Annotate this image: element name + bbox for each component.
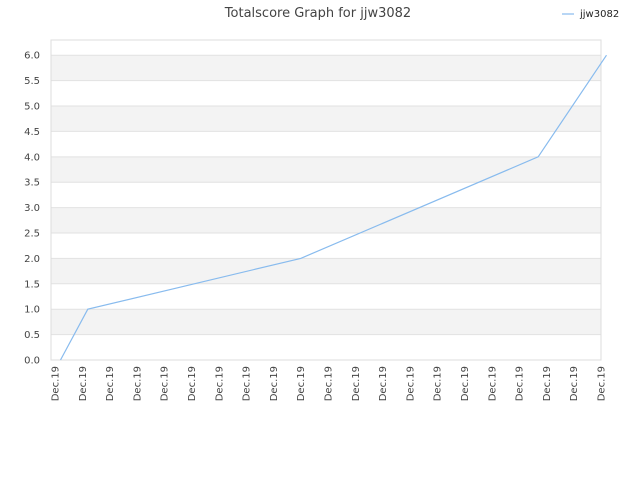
grid-band [51,106,601,132]
x-tick-label: Dec.19 [187,366,198,401]
legend-label: jjw3082 [579,9,619,20]
grid-band [51,207,601,234]
grid-band [51,334,601,360]
grid-band [51,233,601,259]
plot-area [50,39,602,361]
x-axis: Dec.19 Dec.19 Dec.19 Dec.19 Dec.19 Dec.19 Dec.… [51,366,608,401]
y-tick-label: 1.5 [24,279,40,290]
grid-band [51,283,601,310]
x-tick-label: Dec.19 [132,366,143,401]
chart-title: Totalscore Graph for jjw3082 [224,6,411,21]
grid-band [51,80,601,107]
y-tick-label: 3.5 [24,178,40,189]
grid-band [51,55,601,81]
x-tick-label: Dec.19 [269,366,280,401]
gridlines [51,54,601,361]
grid-band [51,156,601,183]
y-tick-label: 6.0 [24,51,40,62]
y-tick-label: 0.0 [24,356,40,367]
y-tick-label: 1.0 [24,305,40,316]
legend: jjw3082 [562,9,619,20]
x-tick-label: Dec.19 [542,366,553,401]
series-layer [59,54,607,361]
x-tick-label: Dec.19 [515,366,526,401]
y-tick-label: 5.5 [24,76,40,87]
x-tick-label: Dec.19 [214,366,225,401]
x-tick-label: Dec.19 [160,366,171,401]
grid-bands [51,40,601,360]
x-tick-label: Dec.19 [433,366,444,401]
x-tick-label: Dec.19 [351,366,362,401]
x-tick-label: Dec.19 [405,366,416,401]
x-tick-label: Dec.19 [296,366,307,401]
series-line [59,54,607,361]
x-tick-label: Dec.19 [597,366,608,401]
y-axis: 0.0 0.5 1.0 1.5 2.0 2.5 3.0 3.5 4.0 4.5 5.0 5.5 6.0 [24,51,40,367]
y-tick-label: 2.5 [24,229,40,240]
y-tick-label: 4.5 [24,127,40,138]
y-tick-label: 4.0 [24,152,40,163]
grid-band [51,182,601,208]
grid-band [51,309,601,335]
y-tick-label: 0.5 [24,330,40,341]
grid-band [51,40,601,56]
x-tick-label: Dec.19 [460,366,471,401]
x-tick-label: Dec.19 [487,366,498,401]
y-tick-label: 2.0 [24,254,40,265]
x-tick-label: Dec.19 [569,366,580,401]
x-tick-label: Dec.19 [378,366,389,401]
grid-band [51,258,601,284]
x-tick-label: Dec.19 [78,366,89,401]
y-tick-label: 5.0 [24,102,40,113]
y-tick-label: 3.0 [24,203,40,214]
x-tick-label: Dec.19 [324,366,335,401]
x-tick-label: Dec.19 [105,366,116,401]
x-tick-label: Dec.19 [51,366,62,401]
grid-band [51,131,601,157]
x-tick-label: Dec.19 [242,366,253,401]
